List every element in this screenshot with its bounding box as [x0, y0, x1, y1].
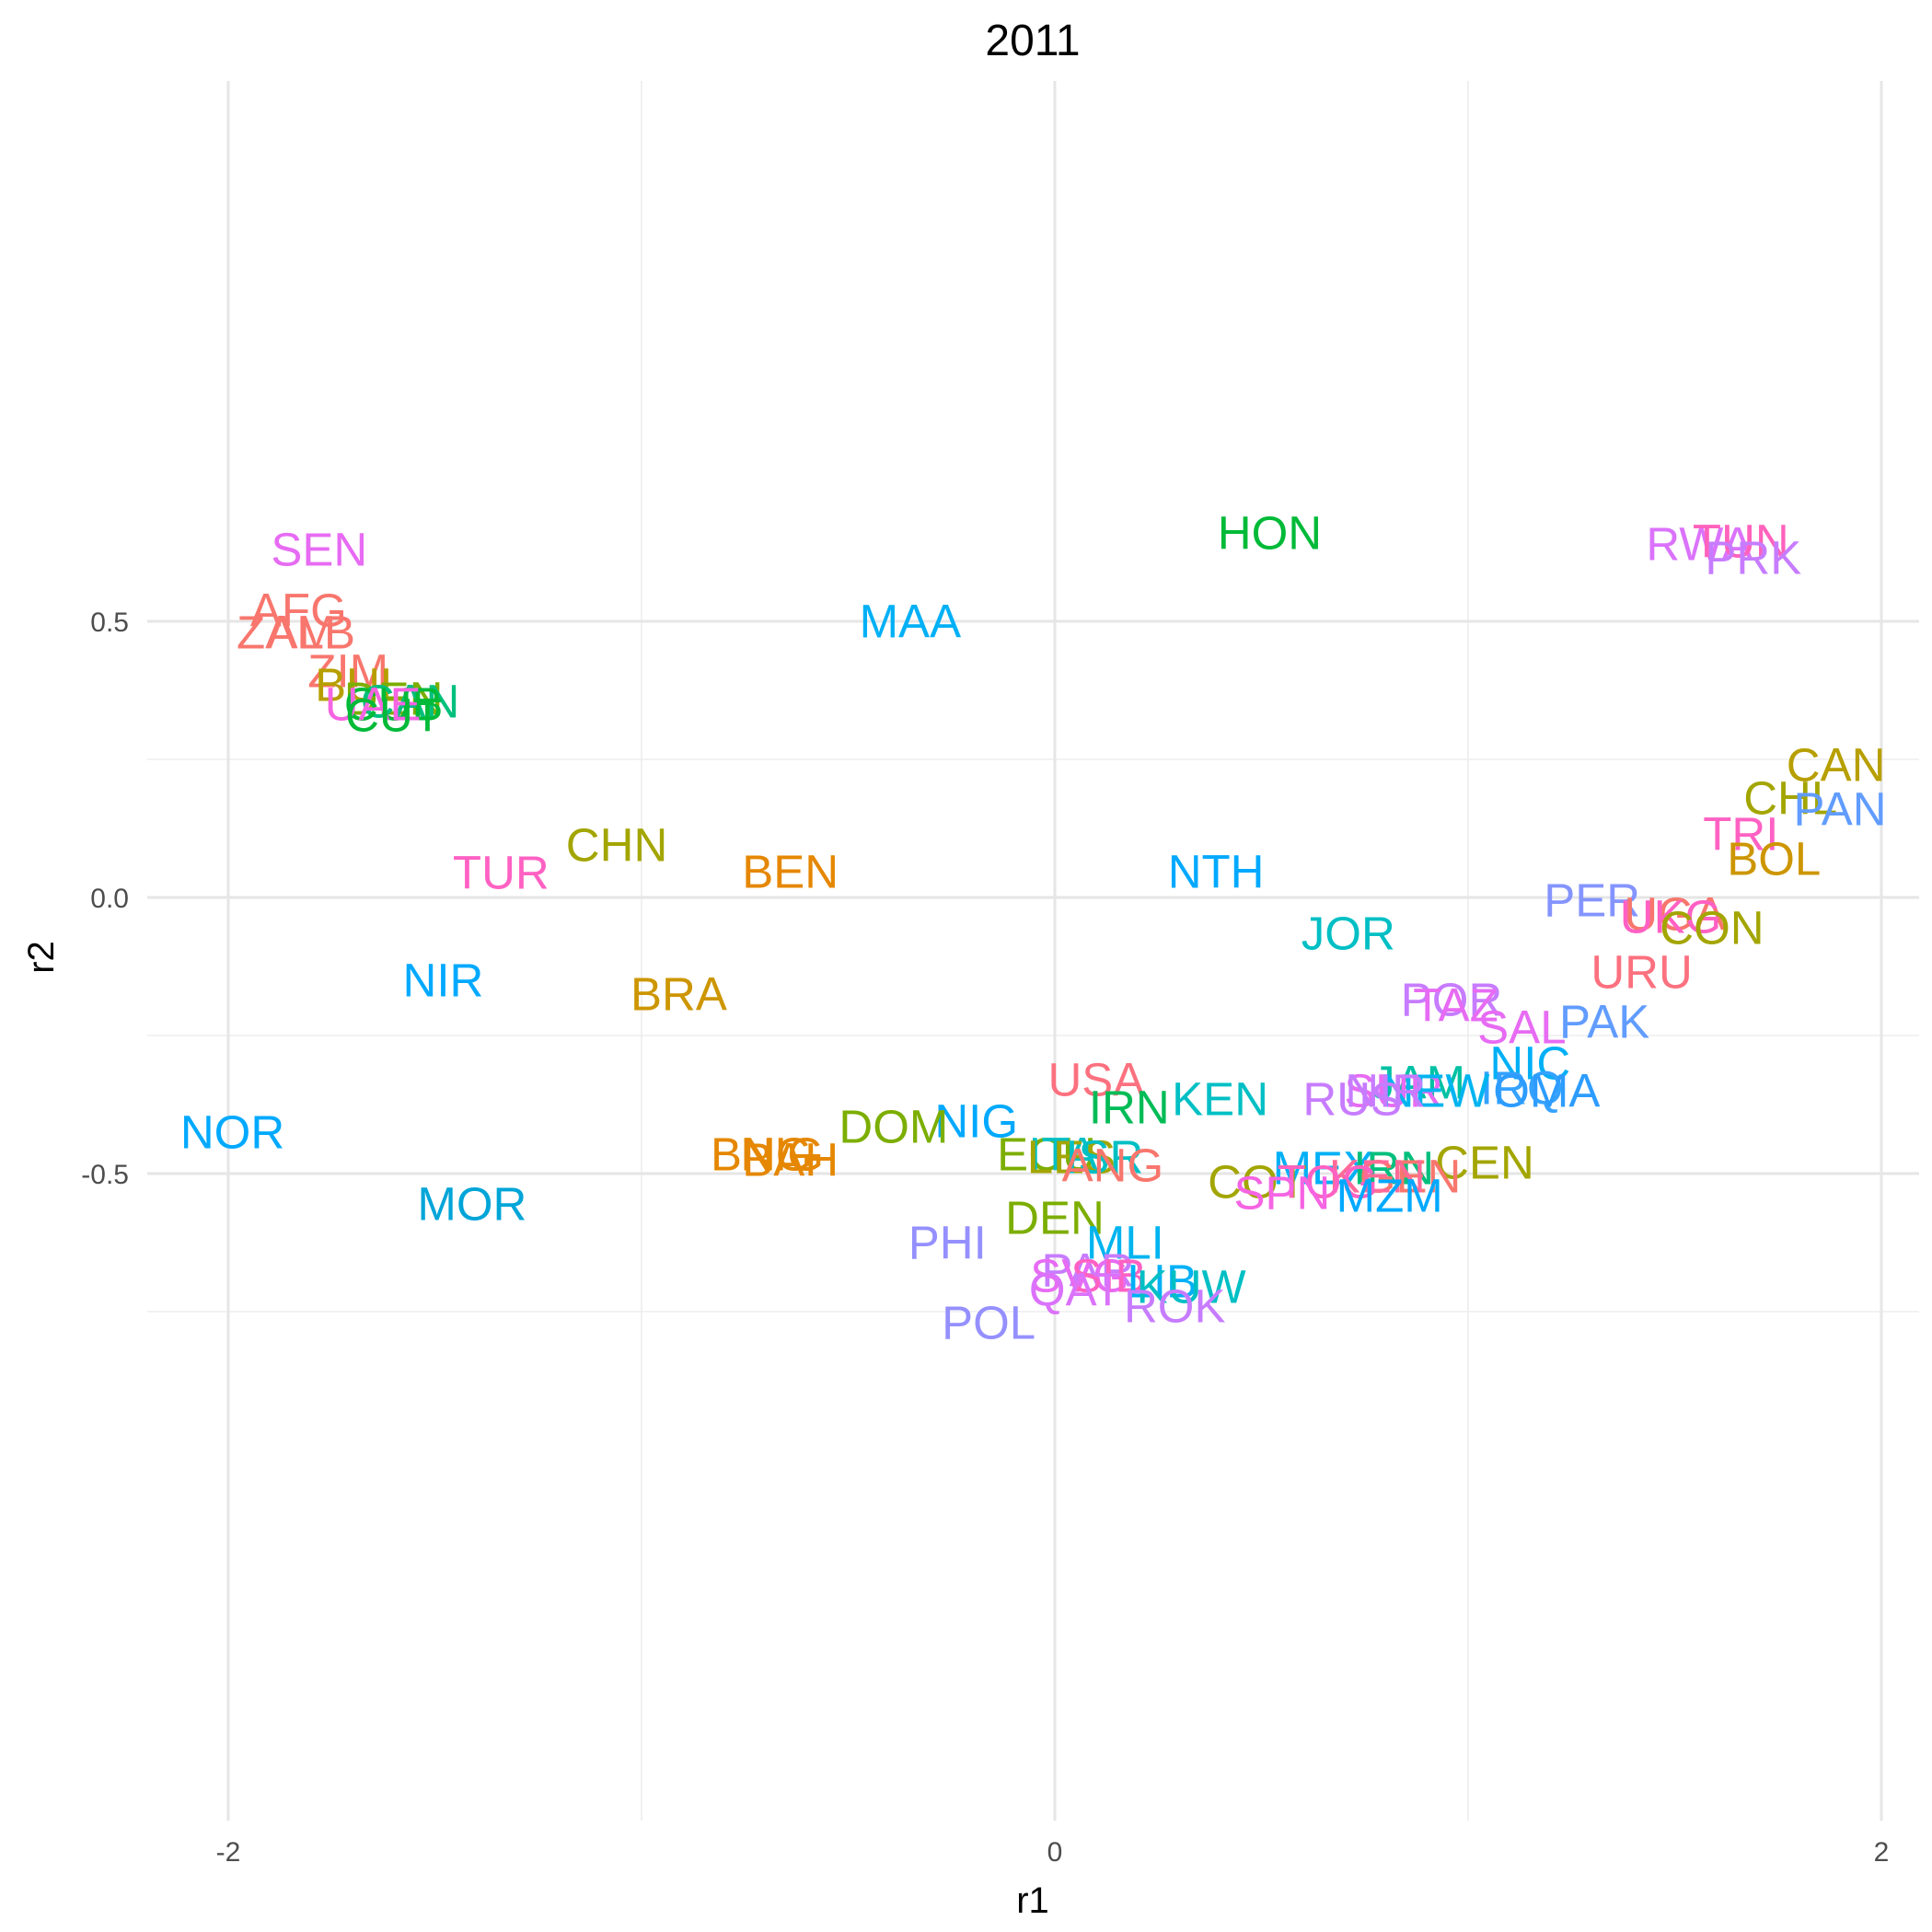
point-label-isr: ISR	[1065, 1131, 1143, 1184]
point-label-usa: USA	[1047, 1054, 1144, 1106]
point-label-jam: JAM	[1371, 1057, 1465, 1109]
point-label-zim: ZIM	[307, 645, 388, 698]
point-label-rwa: RWA	[1646, 518, 1753, 571]
point-label-qat: QAT	[1029, 1264, 1122, 1316]
point-label-maa: MAA	[860, 596, 962, 648]
point-label-oma: OMA	[1493, 1065, 1600, 1117]
point-label-nir: NIR	[1345, 1065, 1426, 1117]
point-label-cen: CEN	[1435, 1137, 1534, 1189]
point-label-new: NEW	[1381, 1065, 1490, 1117]
point-label-uru: URU	[1591, 946, 1693, 999]
point-label-irn: IRN	[1089, 1082, 1170, 1134]
point-label-bul: BUL	[315, 659, 406, 711]
point-label-phi: PHI	[908, 1217, 987, 1269]
point-label-den: DEN	[1005, 1192, 1105, 1244]
point-label-hon: HON	[1218, 507, 1322, 560]
point-label-mex: MEX	[1273, 1142, 1375, 1195]
y-tick-labels: 0.5 0.0 -0.5	[81, 607, 129, 1190]
point-label-spn: SPN	[1234, 1167, 1331, 1220]
point-label-les: LES	[1027, 1131, 1116, 1184]
point-label-cut: CUT	[345, 689, 442, 742]
point-label-svg: SVG	[1030, 1250, 1129, 1302]
point-label-mor: MOR	[417, 1178, 526, 1231]
point-label-par: PAR	[1041, 1244, 1134, 1297]
point-label-nic: NIC	[1489, 1037, 1570, 1090]
point-label-ukg: UKG	[1620, 891, 1722, 943]
point-label-cub: CUB	[344, 678, 444, 731]
point-label-sal: SAL	[1477, 1001, 1566, 1054]
point-label-dom: DOM	[839, 1101, 948, 1153]
chart-title: 2011	[985, 17, 1080, 65]
point-label-ita: ITA	[1028, 1128, 1098, 1181]
point-label-bra: BRA	[631, 968, 727, 1021]
point-label-rok: ROK	[1124, 1280, 1226, 1333]
point-label-pak: PAK	[1559, 996, 1649, 1048]
point-label-tur: TUR	[453, 847, 550, 899]
point-label-chn: CHN	[566, 819, 668, 872]
point-label-ben: BEN	[742, 845, 839, 897]
grid-major	[147, 81, 1919, 1821]
point-label-cot: COT	[1208, 1156, 1307, 1209]
point-label-uae: UAE	[325, 678, 422, 731]
grid-minor	[147, 81, 1919, 1821]
point-label-chl: CHL	[1743, 772, 1837, 825]
y-tick-label: 0.0	[90, 884, 129, 914]
y-tick-label: -0.5	[81, 1160, 129, 1190]
point-label-kuw: KUW	[1137, 1261, 1246, 1313]
point-label-bng: BNG	[711, 1128, 813, 1181]
point-label-prk: PRK	[1705, 532, 1801, 584]
y-tick-label: 0.5	[90, 607, 129, 638]
point-label-pol: POL	[942, 1297, 1035, 1349]
point-label-pan: PAN	[1794, 783, 1887, 836]
point-label-mli: MLI	[1086, 1217, 1164, 1269]
x-tick-label: 2	[1874, 1837, 1890, 1868]
point-label-sur: SUR	[1344, 1065, 1443, 1117]
point-label-lib: LIB	[1127, 1255, 1197, 1308]
point-label-irn: IRN	[1353, 1142, 1434, 1195]
point-label-sen: SEN	[271, 524, 367, 576]
point-label-nig: NIG	[934, 1095, 1018, 1148]
x-tick-label: 0	[1047, 1837, 1063, 1868]
point-label-can: CAN	[1787, 739, 1886, 792]
x-tick-label: -2	[216, 1837, 241, 1868]
point-label-irq: IRQ	[1480, 1062, 1564, 1115]
point-label-nth: NTH	[1168, 845, 1265, 897]
point-label-afg: AFG	[250, 584, 347, 637]
point-label-con: CON	[1660, 902, 1764, 954]
y-axis-title: r2	[21, 941, 62, 974]
point-label-jor: JOR	[1301, 908, 1395, 960]
point-label-uga: UGA	[1624, 888, 1726, 941]
point-label-alb: ALB	[267, 607, 355, 659]
point-label-nig: NIG	[740, 1128, 824, 1181]
point-label-bol: BOL	[1727, 833, 1821, 885]
point-label-ken: KEN	[1172, 1073, 1268, 1126]
point-label-ken: KEN	[1329, 1151, 1426, 1203]
point-label-ang: ANG	[1062, 1140, 1164, 1192]
point-label-nor: NOR	[180, 1106, 284, 1159]
point-label-mzm: MZM	[1336, 1170, 1443, 1222]
point-label-bah: BAH	[742, 1134, 839, 1186]
point-label-sib: SIB	[1070, 1250, 1146, 1302]
point-label-tog: TOG	[1278, 1156, 1379, 1209]
point-label-taz: TAZ	[1413, 979, 1498, 1032]
x-axis-title: r1	[1016, 1880, 1049, 1921]
point-label-zam: ZAM	[237, 607, 336, 659]
point-label-can: CAN	[361, 676, 460, 728]
point-label-den: DEN	[344, 673, 444, 725]
point-label-tun: TUN	[1693, 515, 1789, 568]
point-label-rus: RUS	[1302, 1073, 1402, 1126]
point-label-nir: NIR	[403, 954, 484, 1007]
point-label-tri: TRI	[1703, 808, 1778, 861]
point-label-per: PER	[1544, 874, 1640, 927]
point-label-ecu: ECU	[997, 1128, 1096, 1181]
x-tick-labels: -2 0 2	[216, 1837, 1890, 1868]
point-label-gen: GEN	[1359, 1151, 1462, 1203]
point-label-por: POR	[1401, 974, 1503, 1026]
